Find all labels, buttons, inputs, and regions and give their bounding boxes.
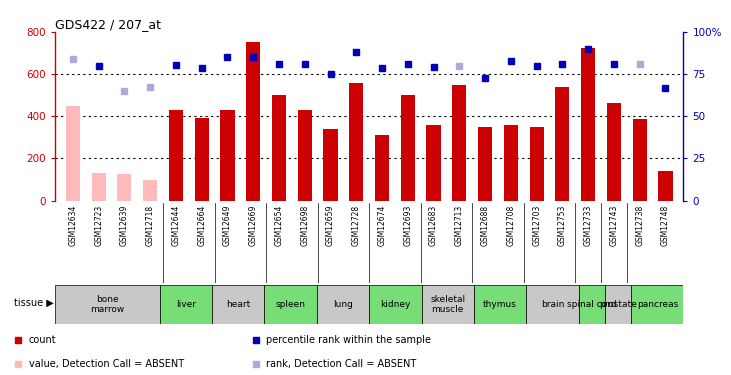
Bar: [169, 110, 183, 201]
Bar: [478, 127, 492, 201]
Text: GSM12718: GSM12718: [145, 205, 155, 246]
FancyBboxPatch shape: [55, 285, 159, 324]
FancyBboxPatch shape: [317, 285, 369, 324]
Bar: [66, 106, 80, 201]
Text: GSM12743: GSM12743: [610, 205, 618, 246]
Text: bone
marrow: bone marrow: [90, 295, 124, 314]
FancyBboxPatch shape: [422, 285, 474, 324]
Bar: [375, 135, 389, 201]
Text: liver: liver: [175, 300, 196, 309]
Text: skeletal
muscle: skeletal muscle: [430, 295, 466, 314]
Text: GSM12644: GSM12644: [171, 205, 181, 246]
Text: GSM12664: GSM12664: [197, 205, 206, 246]
Text: GDS422 / 207_at: GDS422 / 207_at: [55, 18, 161, 31]
Text: GSM12728: GSM12728: [352, 205, 361, 246]
FancyBboxPatch shape: [369, 285, 422, 324]
Bar: [323, 129, 338, 201]
Text: GSM12738: GSM12738: [635, 205, 644, 246]
Bar: [659, 171, 673, 201]
Text: lung: lung: [333, 300, 353, 309]
Bar: [143, 180, 157, 201]
Text: GSM12639: GSM12639: [120, 205, 129, 246]
FancyBboxPatch shape: [631, 285, 683, 324]
FancyBboxPatch shape: [159, 285, 212, 324]
Bar: [401, 95, 415, 201]
Bar: [272, 95, 286, 201]
Text: GSM12654: GSM12654: [274, 205, 284, 246]
Bar: [194, 118, 209, 201]
Text: value, Detection Call = ABSENT: value, Detection Call = ABSENT: [29, 359, 183, 369]
Text: tissue ▶: tissue ▶: [14, 298, 54, 308]
Text: brain: brain: [541, 300, 564, 309]
Text: GSM12693: GSM12693: [404, 205, 412, 246]
Text: count: count: [29, 335, 56, 345]
Bar: [246, 42, 260, 201]
Text: thymus: thymus: [483, 300, 517, 309]
FancyBboxPatch shape: [474, 285, 526, 324]
Bar: [632, 119, 647, 201]
Text: rank, Detection Call = ABSENT: rank, Detection Call = ABSENT: [266, 359, 417, 369]
FancyBboxPatch shape: [526, 285, 579, 324]
FancyBboxPatch shape: [605, 285, 631, 324]
Bar: [452, 85, 466, 201]
Bar: [556, 87, 569, 201]
FancyBboxPatch shape: [579, 285, 605, 324]
Text: GSM12649: GSM12649: [223, 205, 232, 246]
Bar: [220, 110, 235, 201]
Bar: [529, 127, 544, 201]
Bar: [349, 82, 363, 201]
Text: GSM12753: GSM12753: [558, 205, 567, 246]
Bar: [504, 124, 518, 201]
Text: percentile rank within the sample: percentile rank within the sample: [266, 335, 431, 345]
Bar: [117, 174, 132, 201]
Text: heart: heart: [226, 300, 250, 309]
Text: GSM12703: GSM12703: [532, 205, 541, 246]
Text: GSM12733: GSM12733: [583, 205, 593, 246]
Text: GSM12683: GSM12683: [429, 205, 438, 246]
Text: pancreas: pancreas: [637, 300, 678, 309]
FancyBboxPatch shape: [265, 285, 317, 324]
Text: GSM12634: GSM12634: [69, 205, 77, 246]
Bar: [298, 110, 312, 201]
Text: GSM12723: GSM12723: [94, 205, 103, 246]
FancyBboxPatch shape: [212, 285, 265, 324]
Bar: [426, 124, 441, 201]
Text: GSM12659: GSM12659: [326, 205, 335, 246]
Text: GSM12674: GSM12674: [377, 205, 387, 246]
Text: GSM12748: GSM12748: [661, 205, 670, 246]
Text: GSM12669: GSM12669: [249, 205, 258, 246]
Text: GSM12713: GSM12713: [455, 205, 464, 246]
Bar: [581, 48, 595, 201]
Text: prostate: prostate: [599, 300, 637, 309]
Text: kidney: kidney: [380, 300, 411, 309]
Bar: [91, 173, 106, 201]
Text: GSM12698: GSM12698: [300, 205, 309, 246]
Bar: [607, 102, 621, 201]
Text: spinal cord: spinal cord: [567, 300, 617, 309]
Text: GSM12708: GSM12708: [507, 205, 515, 246]
Text: GSM12688: GSM12688: [480, 205, 490, 246]
Text: spleen: spleen: [276, 300, 306, 309]
